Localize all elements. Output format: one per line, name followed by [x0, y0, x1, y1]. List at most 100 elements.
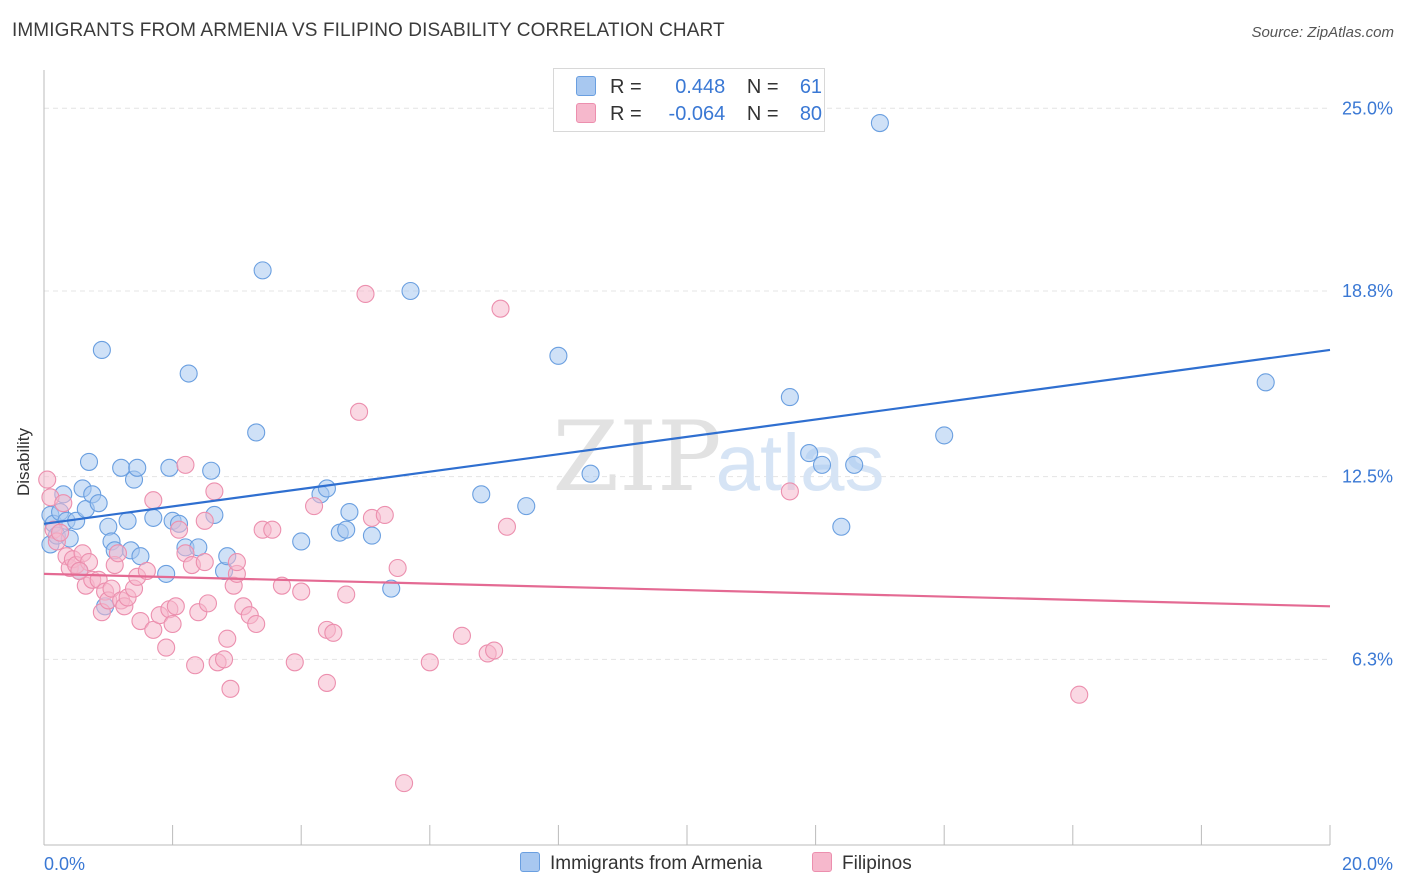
- x-tick-label: 20.0%: [1342, 854, 1393, 874]
- data-point: [420, 653, 439, 672]
- data-point: [176, 455, 195, 474]
- legend-r-label: R =: [610, 76, 642, 98]
- data-point: [317, 479, 336, 498]
- data-point: [870, 113, 889, 133]
- data-point: [108, 544, 127, 563]
- data-point: [131, 611, 150, 631]
- chart-title: IMMIGRANTS FROM ARMENIA VS FILIPINO DISA…: [12, 20, 725, 41]
- data-point: [292, 582, 311, 601]
- data-point: [285, 653, 304, 672]
- data-point: [169, 520, 189, 539]
- watermark-zip: ZIP: [552, 401, 721, 513]
- legend-n-value: 80: [799, 103, 823, 125]
- correlation-legend: R = 0.448 N = 61 R = -0.064 N = 80: [553, 68, 825, 132]
- data-point: [581, 464, 600, 483]
- y-tick-label: 12.5%: [1342, 467, 1393, 487]
- y-tick-label: 6.3%: [1352, 649, 1393, 669]
- data-point: [362, 526, 381, 545]
- legend-n-label: N =: [746, 76, 779, 98]
- data-point: [780, 482, 799, 501]
- data-point: [263, 520, 282, 539]
- data-point: [195, 553, 214, 572]
- data-point: [375, 505, 394, 525]
- data-point: [812, 455, 832, 474]
- y-tick-label: 18.8%: [1342, 281, 1393, 301]
- data-point: [356, 284, 375, 304]
- data-point: [218, 629, 237, 648]
- data-point: [205, 482, 224, 501]
- data-point: [832, 517, 851, 536]
- series-legend-label: Filipinos: [842, 853, 912, 874]
- data-point: [388, 558, 407, 578]
- trend-line: [43, 348, 1331, 525]
- data-point: [845, 455, 864, 474]
- data-point: [780, 388, 799, 407]
- data-point: [128, 458, 147, 477]
- y-tick-label: 25.0%: [1342, 98, 1393, 118]
- data-point: [38, 470, 57, 489]
- legend-swatch-filipinos: [576, 103, 596, 123]
- data-point: [472, 485, 491, 504]
- data-point: [221, 679, 240, 698]
- data-point: [144, 491, 163, 510]
- series-filipinos-points: [38, 284, 1089, 793]
- data-point: [70, 561, 89, 581]
- data-point: [179, 364, 198, 383]
- data-point: [517, 497, 536, 516]
- legend-r-value: -0.064: [668, 103, 726, 125]
- x-tick-labels: 0.0% 20.0%: [44, 854, 1393, 874]
- data-point: [549, 346, 568, 365]
- data-point: [324, 623, 343, 642]
- data-point: [214, 650, 234, 669]
- data-point: [79, 452, 99, 471]
- data-point: [292, 532, 311, 551]
- data-point: [497, 517, 517, 536]
- legend-n-label: N =: [746, 103, 779, 125]
- data-point: [935, 426, 954, 445]
- data-point: [1070, 685, 1089, 704]
- data-point: [1256, 373, 1275, 392]
- data-point: [800, 444, 819, 463]
- data-point: [452, 626, 472, 645]
- legend-n-value: 61: [799, 76, 823, 98]
- data-point: [395, 774, 414, 793]
- series-swatch-filipinos: [812, 852, 832, 872]
- data-point: [92, 340, 111, 359]
- data-point: [337, 585, 356, 604]
- y-axis-title: Disability: [14, 427, 33, 496]
- data-point: [166, 597, 185, 616]
- data-point: [350, 402, 369, 421]
- y-tick-labels: 6.3% 12.5% 18.8% 25.0%: [1342, 98, 1393, 669]
- series-legend-label: Immigrants from Armenia: [550, 853, 763, 874]
- data-point: [89, 494, 108, 513]
- series-swatch-armenia: [520, 852, 540, 872]
- data-point: [305, 497, 324, 516]
- data-point: [160, 458, 179, 477]
- data-point: [227, 553, 246, 572]
- series-armenia-points: [41, 113, 1275, 616]
- watermark: ZIP atlas: [552, 401, 884, 513]
- data-point: [340, 502, 359, 522]
- source-credit: Source: ZipAtlas.com: [1251, 24, 1394, 41]
- data-point: [382, 579, 401, 598]
- data-point: [202, 461, 221, 480]
- data-point: [195, 511, 214, 530]
- legend-row-filipinos: R = -0.064 N = 80: [576, 103, 822, 125]
- series-legend: Immigrants from Armenia Filipinos: [0, 852, 1406, 878]
- data-point: [247, 423, 266, 442]
- x-tick-label: 0.0%: [44, 854, 85, 874]
- axes: [43, 70, 1331, 846]
- data-point: [317, 673, 336, 692]
- legend-r-value: 0.448: [675, 76, 726, 98]
- data-point: [253, 261, 272, 280]
- data-point: [102, 579, 121, 598]
- data-point: [163, 614, 182, 634]
- data-point: [186, 656, 205, 675]
- data-point: [337, 520, 356, 539]
- data-point: [157, 638, 176, 657]
- data-point: [118, 511, 137, 530]
- data-point: [99, 517, 118, 536]
- series-legend-filipinos: Filipinos: [812, 852, 912, 875]
- data-point: [198, 594, 218, 613]
